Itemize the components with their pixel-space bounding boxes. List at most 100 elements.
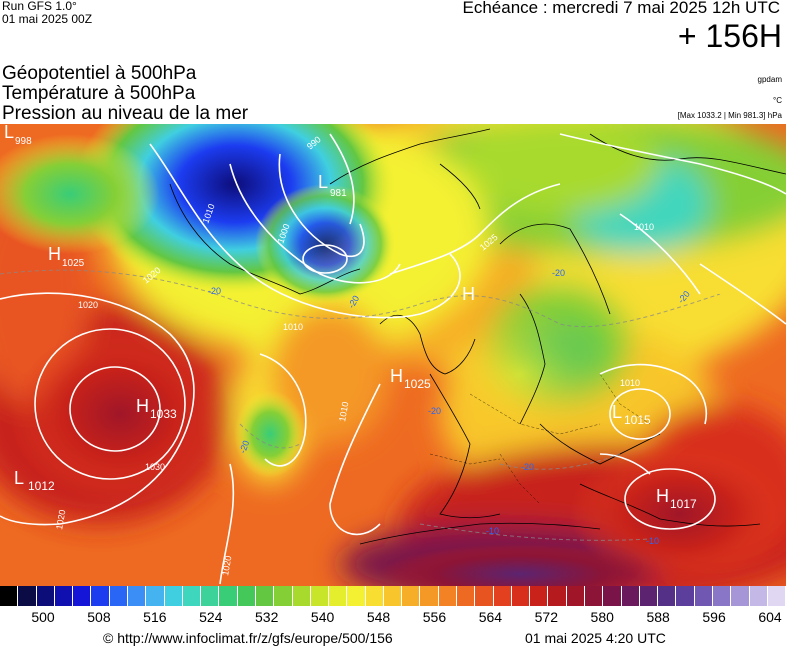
isotherm-label: -20	[521, 462, 534, 472]
center-letter: H	[390, 366, 403, 386]
colorbar-swatch	[511, 586, 531, 606]
isotherm-label: -20	[428, 406, 441, 416]
colorbar	[0, 586, 786, 606]
center-letter: L	[14, 468, 24, 488]
colorbar-swatch	[548, 586, 567, 606]
colorbar-swatch	[36, 586, 55, 606]
issued-timestamp: 01 mai 2025 4:20 UTC	[525, 630, 666, 646]
copyright-link[interactable]: © http://www.infoclimat.fr/z/gfs/europe/…	[103, 630, 393, 646]
colorbar-swatch	[749, 586, 768, 606]
colorbar-label: 596	[702, 609, 726, 625]
colorbar-swatch	[255, 586, 275, 606]
colorbar-label: 604	[758, 609, 782, 625]
colorbar-swatch	[639, 586, 659, 606]
colorbar-swatch	[219, 586, 238, 606]
isotherms	[0, 269, 721, 541]
unit-geopotential: gpdam	[757, 75, 782, 84]
colorbar-swatch	[164, 586, 183, 606]
colorbar-labels: 500 508 516 524 532 540 548 556 564 572 580 588 596 6…	[0, 609, 786, 629]
center-value: 998	[15, 136, 32, 147]
colorbar-swatch	[329, 586, 348, 606]
center-letter: H	[462, 284, 475, 304]
center-value: 1012	[28, 479, 55, 493]
pressure-center-h1017: H 1017	[656, 486, 697, 511]
colorbar-swatch	[237, 586, 256, 606]
colorbar-label: 572	[534, 609, 558, 625]
colorbar-swatch	[91, 586, 110, 606]
colorbar-label: 548	[366, 609, 391, 625]
colorbar-swatch	[127, 586, 147, 606]
colorbar-swatch	[274, 586, 293, 606]
colorbar-label: 508	[87, 609, 111, 625]
colorbar-swatch	[182, 586, 202, 606]
isotherm-label: -20	[237, 439, 251, 455]
weather-map: L 998 L 981 H 1025 H H 1025 H 1033 L 101…	[0, 124, 786, 586]
colorbar-swatch	[767, 586, 786, 606]
isotherm-label: -10	[646, 536, 659, 546]
pressure-center-h1033: H 1033	[136, 396, 177, 421]
pressure-center-l1015: L 1015	[612, 402, 651, 427]
colorbar-swatch	[347, 586, 366, 606]
pressure-center-h1025: H 1025	[390, 366, 431, 391]
center-value: 1033	[150, 407, 177, 421]
colorbar-swatch	[18, 586, 37, 606]
colorbar-swatch	[420, 586, 439, 606]
isobars	[0, 133, 786, 585]
isotherm-label: -20	[552, 268, 565, 278]
colorbar-swatch	[731, 586, 750, 606]
pressure-center-h-north: H	[462, 284, 475, 304]
center-letter: L	[612, 402, 622, 422]
field-temperature: Température à 500hPa	[2, 83, 196, 104]
colorbar-swatch	[109, 586, 128, 606]
colorbar-label: 564	[478, 609, 503, 625]
isobar-label: 1030	[145, 462, 165, 472]
pressure-centers: L 998 L 981 H 1025 H H 1025 H 1033 L 101…	[4, 124, 697, 511]
isotherm-labels: -20 -20 -20 -20 -20 -20 -10 -10 -20	[208, 268, 692, 546]
colorbar-swatch	[365, 586, 384, 606]
coastlines	[169, 128, 786, 545]
field-pressure: Pression au niveau de la mer	[2, 103, 249, 124]
colorbar-label: 588	[646, 609, 670, 625]
borders	[429, 373, 651, 505]
colorbar-swatch	[457, 586, 476, 606]
colorbar-label: 556	[422, 609, 447, 625]
colorbar-swatch	[530, 586, 549, 606]
colorbar-swatch	[566, 586, 585, 606]
isotherm-label: -20	[208, 286, 221, 296]
center-value: 1025	[404, 377, 431, 391]
center-value: 981	[330, 188, 347, 199]
colorbar-swatch	[438, 586, 458, 606]
colorbar-swatch	[383, 586, 403, 606]
center-value: 1025	[62, 258, 85, 269]
colorbar-label: 540	[310, 609, 335, 625]
run-date: 01 mai 2025 00Z	[2, 12, 93, 26]
center-letter: L	[318, 172, 328, 192]
colorbar-swatch	[310, 586, 330, 606]
colorbar-swatch	[694, 586, 713, 606]
pressure-center-h1025-west: H 1025	[48, 244, 85, 269]
colorbar-swatch	[585, 586, 604, 606]
colorbar-swatch	[676, 586, 695, 606]
pressure-center-l998: L 998	[4, 124, 32, 147]
colorbar-swatch	[146, 586, 165, 606]
colorbar-label: 524	[199, 609, 223, 625]
pressure-center-l981: L 981	[318, 172, 347, 199]
pressure-range: [Max 1033.2 | Min 981.3] hPa	[677, 111, 782, 120]
colorbar-label: 532	[255, 609, 279, 625]
center-letter: L	[4, 124, 14, 142]
center-value: 1017	[670, 497, 697, 511]
colorbar-swatch	[73, 586, 92, 606]
center-letter: H	[136, 396, 149, 416]
valid-time-label: Echéance : mercredi 7 mai 2025 12h UTC	[462, 0, 781, 17]
center-value: 1015	[624, 413, 651, 427]
colorbar-swatch	[621, 586, 640, 606]
field-geopotential: Géopotentiel à 500hPa	[2, 63, 197, 84]
isobar-label: 1010	[283, 322, 303, 332]
colorbar-swatch	[658, 586, 677, 606]
colorbar-swatch	[493, 586, 512, 606]
run-title: Run GFS 1.0°	[2, 0, 77, 13]
colorbar-swatch	[603, 586, 622, 606]
isobar-label: 1010	[337, 401, 350, 422]
colorbar-swatch	[201, 586, 220, 606]
colorbar-label: 500	[31, 609, 55, 625]
